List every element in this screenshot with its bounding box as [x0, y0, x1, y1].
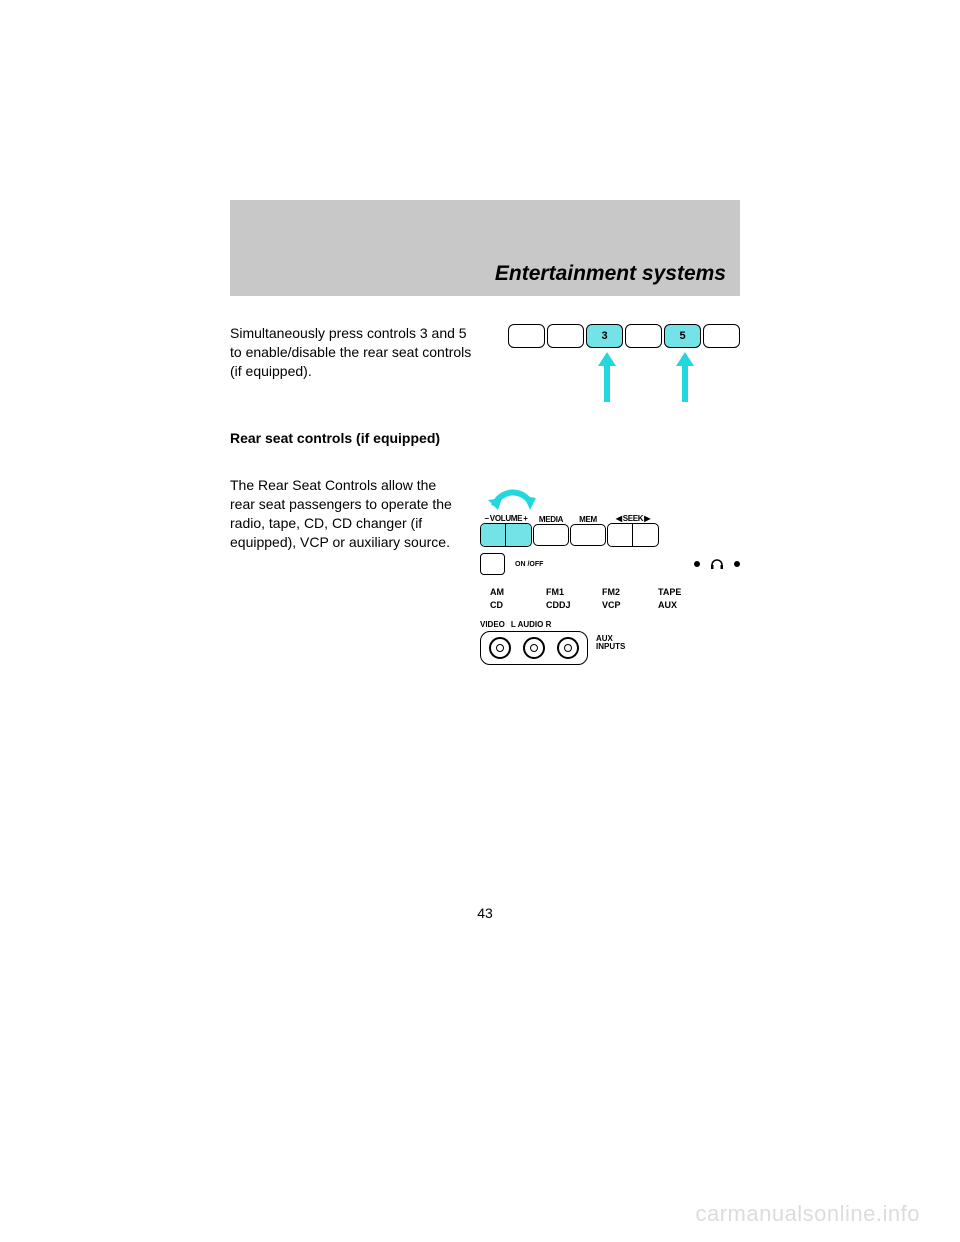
volume-control[interactable] [480, 523, 532, 547]
mode-vcp: VCP [602, 600, 644, 610]
watermark: carmanualsonline.info [695, 1201, 920, 1227]
preset-1 [508, 324, 545, 348]
arrow-up-icon [676, 352, 694, 402]
header-band: Entertainment systems [230, 200, 740, 296]
preset-3: 3 [586, 324, 623, 348]
page-title: Entertainment systems [495, 262, 726, 286]
video-jack[interactable] [489, 637, 511, 659]
indicator-dot-icon [734, 561, 740, 567]
mem-label: MEM [579, 515, 597, 524]
rear-controls-figure: −VOLUME+ MEDIA MEM ◀SEEK▶ ON /OF [480, 476, 740, 665]
audio-l-jack[interactable] [523, 637, 545, 659]
video-label: VIDEO [480, 620, 505, 629]
aux-jack-panel [480, 631, 588, 665]
preset-figure: 3 5 [508, 324, 740, 402]
laudio-label: L AUDIO R [511, 620, 551, 629]
page-number: 43 [230, 905, 740, 921]
onoff-label: ON /OFF [515, 561, 543, 568]
media-label: MEDIA [539, 515, 563, 524]
mode-fm1: FM1 [546, 587, 588, 597]
mode-cddj: CDDJ [546, 600, 588, 610]
seek-control[interactable] [607, 523, 659, 547]
volume-label: VOLUME [490, 514, 522, 523]
mode-fm2: FM2 [602, 587, 644, 597]
preset-4 [625, 324, 662, 348]
headphone-icon [710, 557, 724, 571]
preset-5: 5 [664, 324, 701, 348]
mode-aux: AUX [658, 600, 700, 610]
media-button[interactable] [533, 524, 569, 546]
curve-arrows-icon [476, 476, 556, 514]
power-button[interactable] [480, 553, 505, 575]
preset-2 [547, 324, 584, 348]
panel-heading: Rear seat controls (if equipped) [230, 430, 740, 446]
panel-paragraph: The Rear Seat Controls allow the rear se… [230, 476, 480, 665]
indicator-dot-icon [694, 561, 700, 567]
mem-button[interactable] [570, 524, 606, 546]
arrow-up-icon [598, 352, 616, 402]
mode-tape: TAPE [658, 587, 700, 597]
media-mode-grid: AM FM1 FM2 TAPE CD CDDJ VCP AUX [490, 587, 700, 610]
aux-inputs-label: AUX INPUTS [596, 635, 625, 651]
mode-am: AM [490, 587, 532, 597]
section1-text: Simultaneously press controls 3 and 5 to… [230, 324, 508, 402]
seek-label: SEEK [623, 514, 644, 523]
preset-6 [703, 324, 740, 348]
audio-r-jack[interactable] [557, 637, 579, 659]
mode-cd: CD [490, 600, 532, 610]
